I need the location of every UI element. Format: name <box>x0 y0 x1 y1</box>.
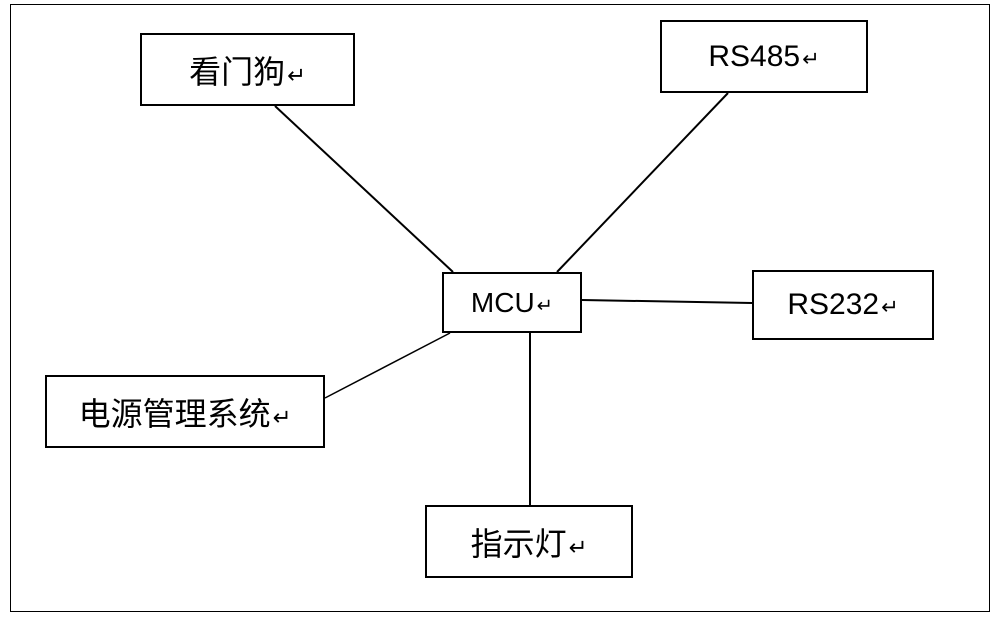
node-rs485: RS485↵ <box>660 20 868 93</box>
node-watchdog-label: 看门狗↵ <box>189 47 306 93</box>
node-mcu-label: MCU↵ <box>471 287 553 319</box>
node-power: 电源管理系统↵ <box>45 375 325 448</box>
node-rs232-label: RS232↵ <box>787 288 898 322</box>
node-led-label: 指示灯↵ <box>471 519 588 565</box>
node-led: 指示灯↵ <box>425 505 633 578</box>
node-power-label: 电源管理系统↵ <box>79 389 292 435</box>
node-mcu: MCU↵ <box>442 272 582 333</box>
node-rs485-label: RS485↵ <box>708 40 819 74</box>
node-rs232: RS232↵ <box>752 270 934 340</box>
node-watchdog: 看门狗↵ <box>140 33 355 106</box>
